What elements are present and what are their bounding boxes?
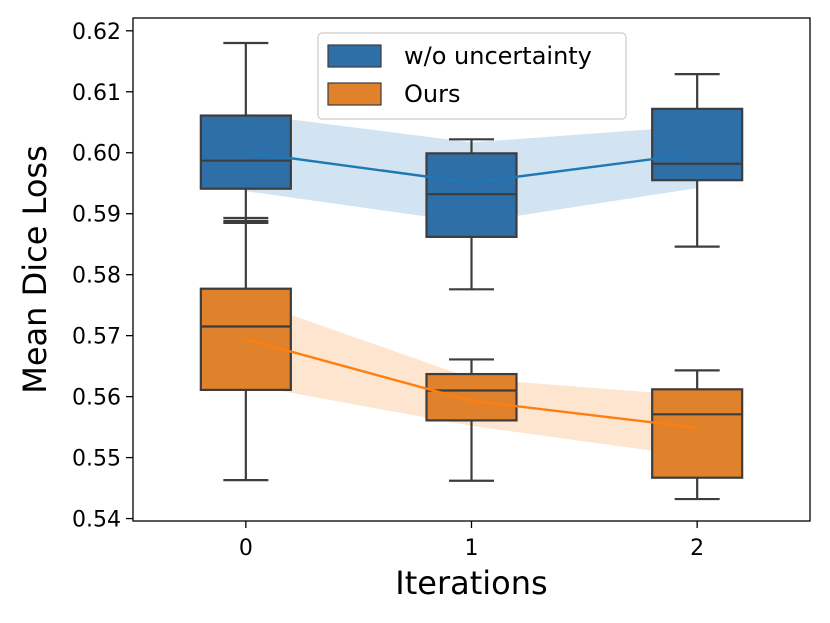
x-tick-label: 2 [690,536,704,561]
x-tick-label: 0 [239,536,253,561]
mean-line-w-o-uncertainty [245,150,698,184]
box-body [651,388,744,479]
legend-label-wo-uncertainty: w/o uncertainty [404,42,592,70]
band-ours [245,299,698,457]
legend-label-ours: Ours [404,80,460,108]
box-w-o-uncertainty-2 [651,72,744,248]
y-tick-label: 0.60 [72,142,121,167]
box-ours-1 [425,358,518,482]
y-axis-ticks: 0.54 0.55 0.56 0.57 0.58 0.59 0.60 0.61 0.62 [72,20,133,533]
y-tick-label: 0.56 [72,386,121,411]
y-tick-label: 0.59 [72,203,121,228]
mean-lines [245,150,698,429]
x-axis-ticks: 0 1 2 [239,521,704,561]
box-w-o-uncertainty-1 [425,138,518,291]
mean-line-ours [245,338,698,429]
y-tick-label: 0.61 [72,81,121,106]
legend-frame [317,32,627,120]
box-ours-2 [651,369,744,501]
y-axis-label: Mean Dice Loss [16,145,54,394]
y-tick-label: 0.57 [72,325,121,350]
y-tick-label: 0.58 [72,264,121,289]
y-tick-label: 0.54 [72,508,121,533]
box-body [199,287,292,392]
box-w-o-uncertainty-0 [199,41,292,223]
x-tick-label: 1 [465,536,479,561]
legend-swatch-wo-uncertainty [327,44,382,68]
box-body [651,107,744,182]
y-tick-label: 0.62 [72,20,121,45]
box-body [425,372,518,422]
y-tick-label: 0.55 [72,447,121,472]
box-body [199,114,292,190]
box-plots [199,41,744,501]
legend: w/o uncertainty Ours [317,32,627,120]
x-axis-label: Iterations [395,564,547,602]
legend-swatch-ours [327,82,382,106]
